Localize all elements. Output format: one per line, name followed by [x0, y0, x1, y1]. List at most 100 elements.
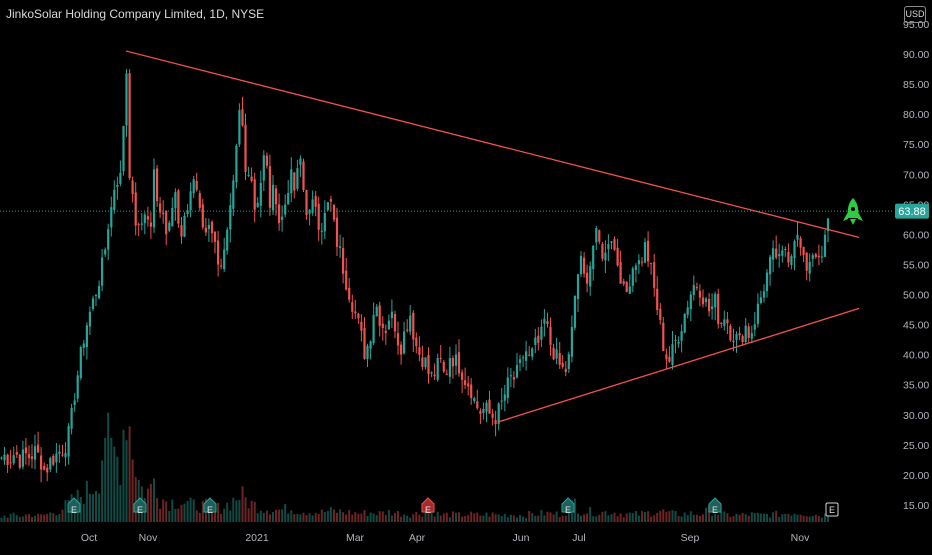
volume-bar	[131, 459, 134, 522]
candle-body	[814, 254, 817, 257]
time-axis[interactable]: Oct Nov 2021 Mar Apr Jun Jul Sep Nov	[81, 532, 810, 544]
candle-body	[43, 465, 46, 470]
candle-body	[110, 207, 113, 228]
candle-body	[747, 326, 750, 338]
volume-bar	[177, 508, 180, 522]
price-candles	[0, 69, 830, 483]
volume-bar	[381, 511, 384, 522]
candle-body	[677, 342, 680, 344]
volume-bar	[558, 517, 561, 522]
volume-bar	[756, 512, 759, 522]
candle-body	[418, 347, 421, 355]
volume-bar	[586, 513, 589, 522]
earnings-marker-label: E	[71, 505, 77, 515]
candle-body	[134, 192, 137, 226]
last-price-label: 63.88	[895, 203, 929, 219]
candle-body	[714, 293, 717, 308]
candle-body	[744, 325, 747, 342]
price-axis[interactable]: 95.0090.0085.0080.0075.0070.0065.0060.00…	[903, 19, 929, 512]
volume-bar	[714, 513, 717, 522]
volume-bar	[573, 498, 576, 522]
volume-bar	[104, 437, 107, 522]
candle-body	[436, 358, 439, 380]
volume-bar	[146, 488, 149, 522]
volume-bar	[211, 503, 213, 522]
candle-body	[741, 336, 744, 343]
volume-bar	[31, 517, 33, 522]
volume-bar	[82, 504, 85, 522]
candle-body	[686, 307, 689, 315]
candle-body	[473, 398, 476, 402]
earnings-marker-shape	[67, 497, 81, 513]
volume-bar	[503, 513, 506, 522]
volume-bar	[811, 516, 814, 522]
candle-body	[271, 184, 275, 211]
volume-bar	[448, 517, 451, 522]
volume-bar	[317, 514, 320, 522]
time-tick-label: Apr	[409, 532, 426, 544]
candle-body	[589, 266, 592, 287]
candle-body	[24, 447, 27, 454]
candle-body	[104, 249, 107, 255]
candle-body	[64, 452, 67, 458]
volume-bar	[275, 509, 277, 522]
volume-bar	[424, 511, 427, 522]
volume-bar	[241, 486, 244, 522]
earnings-marker-label: E	[829, 505, 835, 515]
volume-bar	[473, 513, 476, 522]
volume-bar	[769, 517, 772, 522]
candle-body	[357, 313, 360, 319]
volume-bar	[165, 501, 168, 522]
trendlines[interactable]	[125, 50, 860, 423]
volume-bar	[384, 515, 387, 522]
trendline	[497, 307, 860, 423]
candle-body	[210, 221, 214, 234]
candle-body	[531, 348, 534, 357]
volume-bar	[12, 512, 15, 522]
volume-bar	[113, 446, 116, 522]
volume-bar	[183, 503, 186, 522]
candle-body	[701, 297, 705, 305]
candle-body	[461, 372, 464, 380]
candle-body	[509, 375, 512, 377]
candle-body	[796, 234, 799, 240]
candle-body	[287, 193, 290, 205]
candle-body	[278, 204, 281, 224]
volume-bar	[595, 516, 598, 522]
volume-bar	[189, 497, 192, 522]
price-tick-label: 70.00	[903, 169, 929, 181]
candle-body	[235, 145, 238, 183]
candle-body	[73, 400, 76, 405]
volume-bar	[198, 513, 201, 522]
volume-bar	[357, 513, 360, 522]
candle-body	[207, 224, 210, 229]
candle-body	[647, 240, 650, 262]
candle-body	[601, 244, 604, 259]
candle-body	[250, 176, 253, 181]
volume-bar	[683, 512, 686, 522]
candle-body	[204, 227, 207, 233]
currency-badge[interactable]: USD	[904, 6, 926, 23]
candle-body	[311, 199, 314, 213]
candle-body	[384, 330, 387, 333]
volume-bar	[296, 513, 299, 522]
volume-bar	[653, 515, 656, 522]
candle-body	[262, 155, 265, 181]
volume-bar	[387, 509, 390, 522]
volume-bar	[607, 515, 610, 522]
volume-bar	[525, 517, 528, 522]
volume-bar	[214, 506, 216, 522]
volume-bar	[519, 515, 521, 522]
price-tick-label: 80.00	[903, 109, 929, 121]
candle-body	[409, 315, 412, 332]
volume-bar	[717, 514, 720, 522]
volume-bar	[186, 500, 189, 522]
candle-body	[546, 321, 549, 324]
volume-bar	[201, 501, 204, 522]
volume-bar	[497, 514, 500, 522]
volume-bar	[613, 512, 616, 522]
candle-body	[769, 256, 772, 275]
earnings-marker-shape	[708, 497, 722, 513]
